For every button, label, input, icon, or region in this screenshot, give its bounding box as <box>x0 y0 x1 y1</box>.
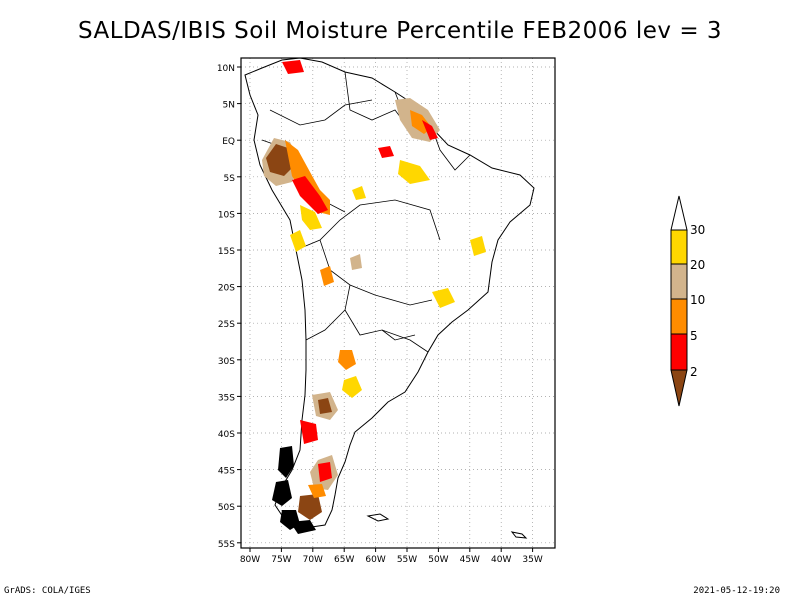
colorbar-cap-bottom <box>670 369 688 407</box>
island <box>510 531 528 539</box>
lon-tick-label: 60W <box>365 555 385 565</box>
lon-tick-label: 70W <box>303 555 323 565</box>
lat-tick-label: 50S <box>218 503 235 513</box>
lon-tick-label: 35W <box>522 555 542 565</box>
lon-tick-label: 50W <box>428 555 448 565</box>
patagonia-coast-fragments <box>272 446 316 534</box>
lat-tick-label: 10N <box>217 64 235 74</box>
colorbar-label: 20 <box>690 258 705 272</box>
lat-tick-label: 55S <box>218 540 235 550</box>
lon-tick-label: 40W <box>491 555 511 565</box>
colorbar-cap-top <box>670 195 688 231</box>
lat-tick-label: 30S <box>218 357 235 367</box>
colorbar-bin-5-10 <box>670 298 688 335</box>
lon-tick-label: 80W <box>240 555 260 565</box>
lat-tick-label: 10S <box>218 210 235 220</box>
grads-credit: GrADS: COLA/IGES <box>4 586 91 596</box>
lat-tick-label: 15S <box>218 247 235 257</box>
lat-tick-label: EQ <box>222 137 235 147</box>
colorbar-legend: 30 20 10 5 2 <box>670 195 705 407</box>
lon-tick-label: 45W <box>460 555 480 565</box>
colorbar-label: 10 <box>690 293 705 307</box>
timestamp: 2021-05-12-19:20 <box>693 586 780 596</box>
soil-moisture-field <box>262 60 486 520</box>
lat-tick-label: 20S <box>218 284 235 294</box>
colorbar-label: 5 <box>690 329 698 343</box>
map-frame <box>240 57 556 549</box>
lat-tick-label: 5S <box>224 174 236 184</box>
colorbar-label: 2 <box>690 365 698 379</box>
lat-tick-label: 45S <box>218 467 235 477</box>
lon-tick-label: 75W <box>271 555 291 565</box>
lon-tick-label: 55W <box>397 555 417 565</box>
island <box>366 513 390 522</box>
colorbar-label: 30 <box>690 223 705 237</box>
country-borders <box>261 71 471 353</box>
lat-tick-label: 5N <box>223 101 235 111</box>
colorbar-bin-20-30 <box>670 229 688 265</box>
lon-tick-label: 65W <box>334 555 354 565</box>
colorbar-bin-2-5 <box>670 333 688 371</box>
map-title: SALDAS/IBIS Soil Moisture Percentile FEB… <box>77 18 723 44</box>
lat-tick-label: 25S <box>218 320 235 330</box>
colorbar-bin-10-20 <box>670 263 688 300</box>
lat-tick-label: 35S <box>218 393 235 403</box>
lat-tick-label: 40S <box>218 430 235 440</box>
